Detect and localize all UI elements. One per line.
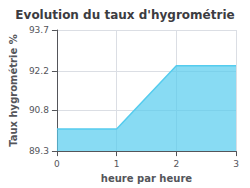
- svg-text:heure par heure: heure par heure: [101, 173, 192, 184]
- svg-text:89.3: 89.3: [29, 146, 49, 156]
- svg-text:92.2: 92.2: [29, 66, 49, 76]
- svg-text:93.7: 93.7: [29, 25, 49, 35]
- svg-text:0: 0: [54, 159, 60, 169]
- svg-text:3: 3: [233, 159, 239, 169]
- svg-text:2: 2: [173, 159, 179, 169]
- svg-text:Evolution du taux d'hygrométri: Evolution du taux d'hygrométrie: [15, 8, 234, 22]
- svg-text:90.8: 90.8: [29, 105, 49, 115]
- svg-text:1: 1: [114, 159, 120, 169]
- svg-text:Taux hygrométrie %: Taux hygrométrie %: [8, 34, 19, 147]
